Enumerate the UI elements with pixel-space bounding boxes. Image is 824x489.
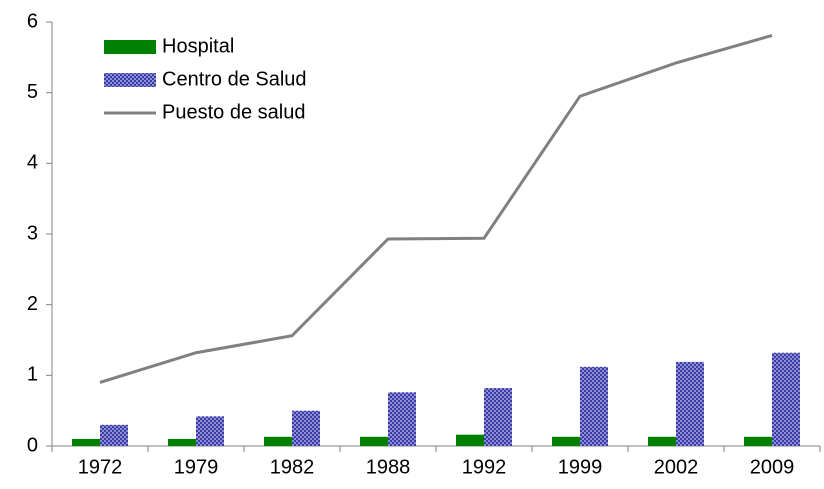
bar bbox=[388, 392, 416, 446]
bar bbox=[772, 352, 800, 446]
bar bbox=[484, 388, 512, 446]
bar bbox=[72, 438, 100, 446]
legend-swatch bbox=[104, 40, 156, 54]
bar bbox=[676, 361, 704, 446]
y-tick-label: 1 bbox=[27, 364, 38, 386]
x-tick-label: 1999 bbox=[558, 456, 603, 478]
bar bbox=[196, 416, 224, 446]
x-tick-label: 2002 bbox=[654, 456, 699, 478]
legend-label: Puesto de salud bbox=[162, 101, 305, 123]
legend-label: Centro de Salud bbox=[162, 68, 307, 90]
bar bbox=[292, 410, 320, 446]
y-tick-label: 3 bbox=[27, 222, 38, 244]
legend-swatch bbox=[104, 73, 156, 87]
y-tick-label: 4 bbox=[27, 152, 38, 174]
bar bbox=[360, 436, 388, 446]
bar bbox=[264, 436, 292, 446]
bar bbox=[744, 436, 772, 446]
bar bbox=[100, 424, 128, 446]
bar bbox=[580, 366, 608, 446]
legend-label: Hospital bbox=[162, 35, 234, 57]
y-tick-label: 6 bbox=[27, 10, 38, 32]
y-tick-label: 2 bbox=[27, 293, 38, 315]
line bbox=[99, 33, 773, 384]
bar bbox=[456, 434, 484, 446]
x-tick-label: 1992 bbox=[462, 456, 507, 478]
y-tick-label: 5 bbox=[27, 81, 38, 103]
bar bbox=[648, 436, 676, 446]
x-tick-label: 2009 bbox=[750, 456, 795, 478]
bar bbox=[168, 438, 196, 446]
bar bbox=[552, 436, 580, 446]
y-tick-label: 0 bbox=[27, 434, 38, 456]
x-tick-label: 1982 bbox=[270, 456, 315, 478]
x-tick-label: 1972 bbox=[78, 456, 123, 478]
x-tick-label: 1979 bbox=[174, 456, 219, 478]
x-tick-label: 1988 bbox=[366, 456, 411, 478]
